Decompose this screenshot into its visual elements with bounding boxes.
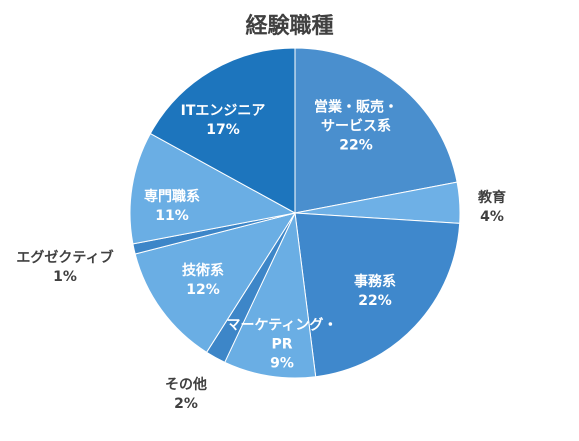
slice-label: その他 2% [165,377,207,412]
slice-label: 専門職系 11% [144,189,200,224]
slice-percent: 22% [358,293,392,309]
slice-label: 技術系 12% [182,263,224,298]
pie-slice [149,47,296,214]
slice-percent: 2% [174,396,198,412]
slice-label: マーケティング・ PR 9% [226,317,338,372]
pie-slice [129,132,297,245]
pie-slice [294,47,458,214]
chart-title: 経験職種 [245,14,334,39]
pie-slice [294,212,461,378]
slice-percent: 1% [53,269,77,285]
slice-percent: 12% [186,282,220,298]
slice-label: ITエンジニア 17% [180,103,266,138]
slice-percent: 9% [270,355,294,372]
pie-slice [224,211,317,379]
slice-label: 教育 4% [478,190,506,225]
slice-percent: 11% [155,208,189,224]
slice-label: 事務系 22% [354,274,396,309]
slice-percent: 17% [206,122,240,138]
slice-label: エグゼクティブ 1% [16,250,114,285]
slice-percent: 4% [480,209,504,225]
pie-slice [134,212,297,354]
slice-label: 営業・販売・ サービス系 22% [314,99,398,154]
slice-percent: 22% [339,137,373,154]
